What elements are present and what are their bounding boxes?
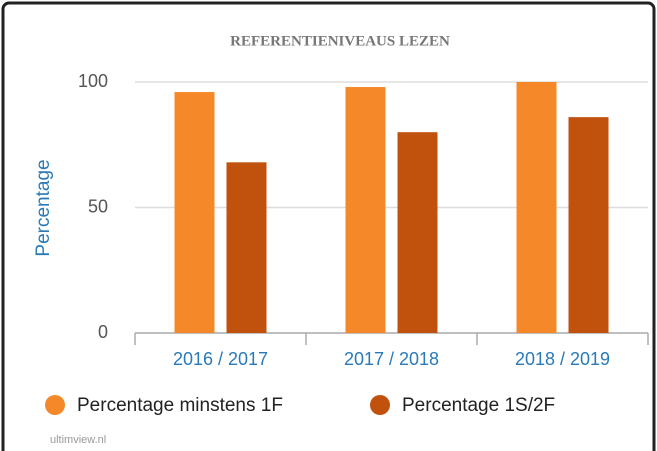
bar: [397, 132, 438, 333]
legend-swatch: [370, 395, 390, 415]
y-tick-label: 100: [78, 71, 108, 91]
credit: ultimview.nl: [50, 434, 106, 446]
chart-title: REFERENTIENIVEAUS LEZEN: [230, 33, 450, 49]
legend-swatch: [45, 395, 65, 415]
bar: [226, 162, 267, 333]
x-tick-label: 2016 / 2017: [173, 349, 268, 369]
bar: [516, 82, 557, 333]
bar: [174, 92, 215, 333]
y-tick-label: 50: [88, 196, 108, 216]
x-tick-label: 2017 / 2018: [344, 349, 439, 369]
x-tick-label: 2018 / 2019: [515, 349, 610, 369]
y-axis-label: Percentage: [33, 159, 54, 256]
y-tick-label: 0: [98, 322, 108, 342]
legend-label: Percentage 1S/2F: [402, 395, 555, 416]
legend-label: Percentage minstens 1F: [77, 395, 283, 416]
bar: [345, 87, 386, 334]
bar: [568, 117, 609, 333]
